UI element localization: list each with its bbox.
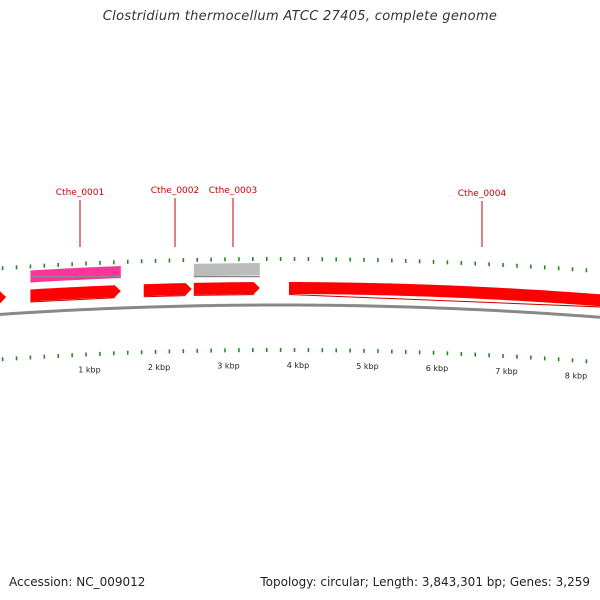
gene-cthe_0004[interactable]	[289, 282, 600, 307]
scale-label: 5 kbp	[356, 362, 378, 371]
scale-label: 1 kbp	[78, 365, 100, 374]
gene-labels: Cthe_0001 Cthe_0002 Cthe_0003 Cthe_0004	[56, 186, 507, 247]
gene-shadow	[30, 297, 115, 303]
genome-backbone	[0, 303, 600, 319]
genome-summary-text: Topology: circular; Length: 3,843,301 bp…	[260, 575, 590, 589]
gene-cthe_0003[interactable]	[193, 263, 260, 276]
scale-label: 8 kbp	[565, 372, 587, 381]
gene-cthe_0002[interactable]	[143, 283, 192, 297]
scale-label: 7 kbp	[495, 367, 517, 376]
gene-shadow	[288, 294, 600, 308]
scale-label: 6 kbp	[426, 364, 448, 373]
tick-marks-inner	[1, 348, 588, 364]
gene-label-cthe_0004[interactable]: Cthe_0004	[458, 189, 507, 199]
gene-shadow	[193, 294, 254, 296]
scale-label: 4 kbp	[287, 361, 309, 370]
accession-text: Accession: NC_009012	[9, 575, 146, 589]
scale-labels: 1 kbp 2 kbp 3 kbp 4 kbp 5 kbp 6 kbp 7 kbp 8 kbp	[78, 361, 587, 380]
scale-label: 3 kbp	[217, 361, 239, 370]
genome-title: Clostridium thermocellum ATCC 27405, com…	[102, 9, 498, 24]
gene-label-cthe_0001[interactable]: Cthe_0001	[56, 188, 104, 198]
gene-feature[interactable]	[193, 282, 260, 295]
gene-label-cthe_0003[interactable]: Cthe_0003	[209, 186, 257, 196]
scale-label: 2 kbp	[148, 363, 170, 372]
gene-feature[interactable]	[30, 285, 121, 302]
gene-label-cthe_0002[interactable]: Cthe_0002	[151, 186, 199, 196]
tick-marks-outer	[1, 257, 588, 273]
gene-shadow	[143, 295, 186, 298]
gene-features	[0, 263, 600, 308]
gene-cthe_0001[interactable]	[30, 266, 121, 283]
gene-feature[interactable]	[0, 291, 7, 304]
